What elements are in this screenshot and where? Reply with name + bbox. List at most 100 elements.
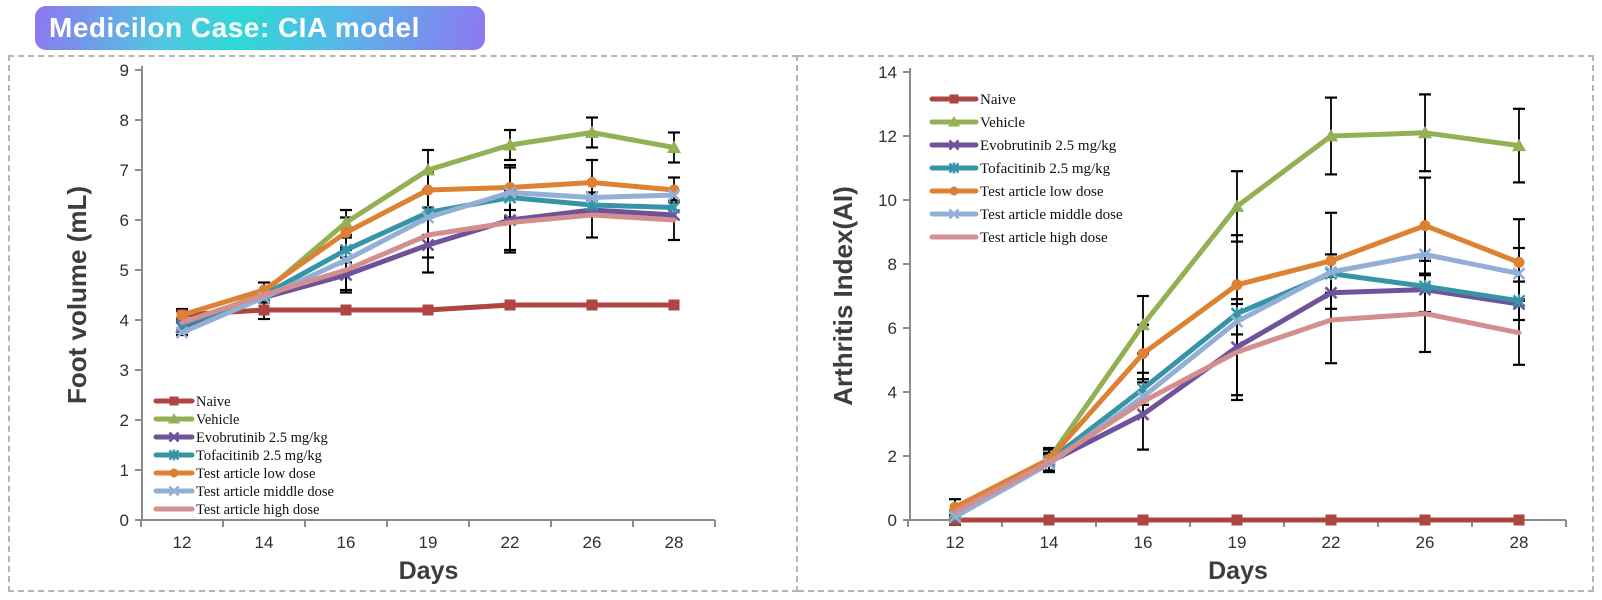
legend-item-test-article-high-dose: Test article high dose [153,502,319,518]
y-tick-label: 0 [120,511,129,530]
marker-triangle [168,413,180,424]
marker-circle [422,184,434,196]
y-tick-label: 2 [120,411,129,430]
marker-square [586,299,598,311]
series-test-article-high-dose [179,212,677,325]
legend-item-test-article-high-dose: Test article high dose [929,230,1108,246]
legend-item-naive: Naive [153,394,231,410]
marker-square [668,299,680,311]
marker-asterisk [1418,280,1432,293]
marker-x [503,186,517,199]
marker-x [948,208,960,220]
marker-asterisk [1512,294,1526,308]
legend-label: Tofacitinib 2.5 mg/kg [196,448,322,464]
marker-square [1513,514,1525,526]
marker-x [1230,315,1244,329]
marker-x [667,188,681,202]
marker-x [421,238,435,252]
marker-square [258,304,270,316]
legend-label: Test article middle dose [980,207,1123,223]
x-axis-title: Days [399,557,459,585]
y-tick-label: 9 [120,61,129,80]
legend-item-test-article-low-dose: Test article low dose [153,466,315,482]
marker-x [1324,286,1338,300]
marker-asterisk [667,201,681,214]
series-test-article-low-dose [176,177,680,321]
x-tick-label: 22 [1322,533,1341,552]
series-line-test-article-high-dose [952,311,1522,515]
marker-circle [169,468,179,478]
y-tick-label: 4 [120,311,129,330]
legend-item-test-article-low-dose: Test article low dose [929,184,1104,200]
marker-x [948,510,962,524]
x-tick-label: 26 [1416,533,1435,552]
marker-circle [586,177,598,188]
y-tick-label: 0 [888,511,897,530]
marker-circle [340,227,352,238]
legend-item-naive: Naive [929,92,1016,108]
marker-x [1136,390,1150,404]
marker-triangle [948,116,960,127]
y-tick-label: 3 [120,361,129,380]
figure-title: Medicilon Case: CIA model [49,12,420,43]
legend-label: Evobrutinib 2.5 mg/kg [980,138,1117,154]
x-tick-label: 19 [419,533,438,552]
legend-label: Naive [196,394,231,410]
marker-triangle [421,163,435,176]
marker-x [175,326,189,339]
legend-label: Test article middle dose [196,484,334,500]
x-tick-label: 14 [1040,533,1059,552]
marker-square [1043,514,1055,526]
marker-x [339,268,353,282]
x-tick-label: 19 [1228,533,1247,552]
y-tick-label: 14 [878,63,897,82]
legend-label: Test article low dose [980,184,1104,200]
y-tick-label: 8 [888,255,897,274]
marker-triangle [1418,125,1432,139]
x-tick-label: 14 [255,533,274,552]
marker-circle [1419,220,1431,232]
marker-x [1230,340,1244,354]
y-tick-label: 12 [878,127,897,146]
legend-item-evobrutinib-2-5-mg-kg: Evobrutinib 2.5 mg/kg [153,430,328,446]
legend-item-evobrutinib-2-5-mg-kg: Evobrutinib 2.5 mg/kg [929,138,1117,154]
marker-square [169,396,179,406]
legend-item-vehicle: Vehicle [153,412,239,428]
marker-circle [176,309,188,321]
legend: Naive Vehicle Evobrutinib 2.5 mg/kg Tofacit… [929,92,1123,246]
y-tick-label: 6 [120,211,129,230]
marker-x [1512,267,1526,281]
marker-triangle [1512,138,1526,152]
marker-triangle [585,125,599,138]
marker-asterisk [339,243,353,257]
legend-label: Test article high dose [196,502,319,518]
marker-triangle [339,215,353,228]
y-axis-title: Foot volume (mL) [62,186,92,404]
marker-x [168,485,180,497]
foot-volume-panel: 0 1 2 3 4 5 6 7 8 9 12 14 16 19 22 26 28 Days Foot volume … [8,55,798,592]
x-tick-label: 28 [665,533,684,552]
y-tick-label: 6 [888,319,897,338]
legend-label: Tofacitinib 2.5 mg/kg [980,161,1111,177]
marker-square [1325,514,1337,526]
x-tick-label: 28 [1510,533,1529,552]
marker-triangle [503,138,517,151]
legend-item-tofacitinib-2-5-mg-kg: Tofacitinib 2.5 mg/kg [153,448,322,464]
marker-square [422,304,434,316]
marker-square [1137,514,1149,526]
marker-triangle [1324,129,1338,142]
marker-triangle [1230,199,1244,212]
marker-x [585,191,599,204]
legend-item-test-article-middle-dose: Test article middle dose [929,207,1123,223]
y-tick-label: 1 [120,461,129,480]
y-tick-label: 4 [888,383,897,402]
marker-circle [1513,256,1525,268]
legend-label: Test article low dose [196,466,315,482]
legend-label: Vehicle [980,115,1025,131]
y-tick-label: 5 [120,261,129,280]
marker-triangle [1136,317,1150,331]
marker-x [168,431,180,443]
